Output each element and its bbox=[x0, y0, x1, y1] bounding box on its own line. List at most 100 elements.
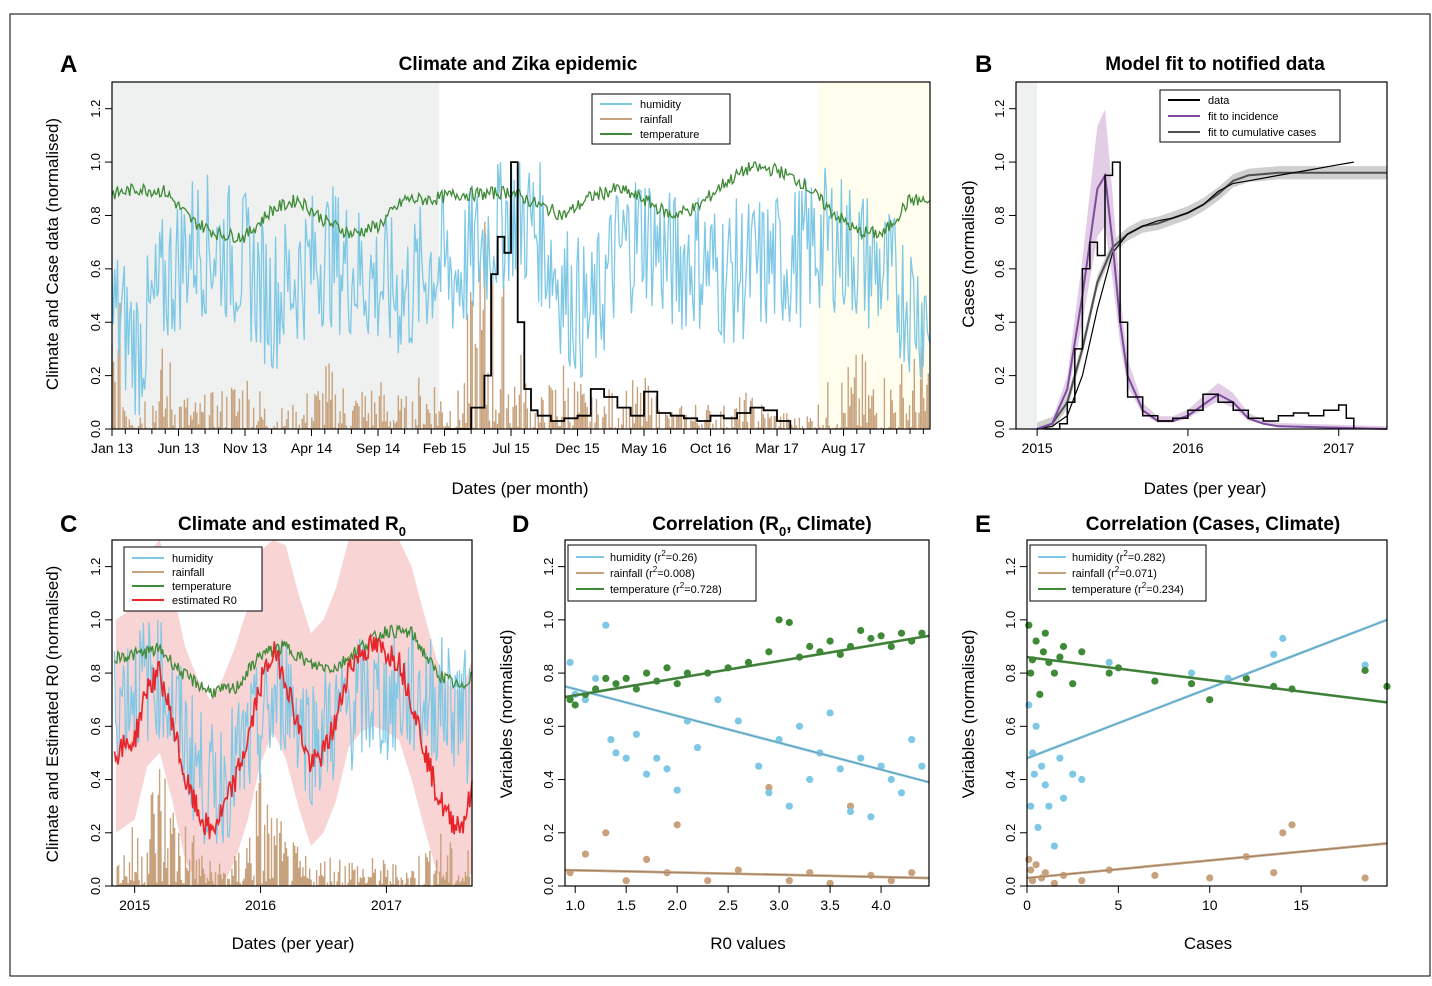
panel-d-point-humidity bbox=[714, 696, 722, 704]
panel-d-point-humidity bbox=[673, 786, 681, 794]
panel-c-xlabel: Dates (per year) bbox=[232, 934, 355, 953]
series-c-temperature bbox=[113, 624, 473, 700]
panel-a-xtick-label: Dec 15 bbox=[555, 440, 600, 456]
panel-d-point-temperature bbox=[673, 680, 681, 688]
legend-d-humidity-prefix: humidity (r bbox=[610, 552, 662, 564]
legend-d-temperature-suffix: =0.728) bbox=[684, 584, 722, 596]
panel-e-point-humidity bbox=[1078, 775, 1086, 784]
panel-e-frame bbox=[1026, 539, 1388, 887]
panel-d-point-temperature bbox=[622, 674, 630, 683]
panel-e-point-rainfall bbox=[1270, 869, 1278, 877]
legend-e-temperature-prefix: temperature (r bbox=[1072, 584, 1142, 596]
panel-d-point-rainfall bbox=[785, 877, 793, 885]
legend-d-rainfall-prefix: rainfall (r bbox=[610, 568, 653, 580]
panel-d-point-rainfall bbox=[622, 877, 630, 885]
panel-e-point-temperature bbox=[1069, 680, 1077, 688]
panel-d-point-temperature bbox=[612, 680, 620, 688]
panel-e-fit-core-humidity bbox=[1026, 619, 1388, 759]
panel-e-ytick-label: 1.2 bbox=[1003, 558, 1018, 576]
panel-e-point-humidity bbox=[1045, 802, 1053, 810]
panel-a-ylabel: Climate and Case data (normalised) bbox=[43, 118, 62, 390]
panel-c-ytick-label: 0.2 bbox=[88, 824, 103, 842]
panel-e-fit-core-rainfall bbox=[1026, 843, 1388, 879]
legend-rainfall: rainfall bbox=[640, 114, 672, 126]
panel-c-ylabel: Climate and Estimated R0 (normalised) bbox=[43, 566, 62, 863]
panel-d-point-humidity bbox=[785, 802, 793, 810]
panel-e-point-rainfall bbox=[1361, 874, 1369, 882]
legend-e-temperature-suffix: =0.234) bbox=[1146, 584, 1184, 596]
legend-c-humidity: humidity bbox=[172, 553, 213, 565]
panel-d-point-humidity bbox=[592, 674, 600, 683]
panel-e-point-humidity bbox=[1270, 650, 1278, 659]
panel-c-frame bbox=[111, 539, 473, 887]
panel-d-point-humidity bbox=[734, 717, 742, 725]
panel-d-point-humidity bbox=[581, 696, 590, 704]
legend-d-humidity-suffix: =0.26) bbox=[666, 552, 698, 564]
legend-e-rainfall-prefix: rainfall (r bbox=[1072, 568, 1115, 580]
panel-d-point-rainfall bbox=[908, 869, 916, 877]
panel-b-title: Model fit to notified data bbox=[1105, 54, 1325, 75]
panel-d-point-rainfall bbox=[826, 879, 834, 887]
panel-c: C Climate and estimated R0 Dates (per ye… bbox=[43, 511, 473, 953]
panel-a-xtick-label: Apr 14 bbox=[291, 440, 332, 456]
panel-a-plot: 0.0 0.2 0.4 0.6 0.8 1.0 1.2 Jan 13 Jun 13 Nov 13 A… bbox=[88, 81, 931, 456]
panel-e-point-rainfall bbox=[1206, 874, 1214, 882]
panel-d-point-humidity bbox=[806, 775, 814, 784]
panel-e-point-rainfall bbox=[1041, 869, 1049, 877]
legend-fit-cumulative: fit to cumulative cases bbox=[1208, 127, 1317, 139]
panel-c-letter: C bbox=[60, 511, 77, 538]
panel-d-point-humidity bbox=[643, 770, 651, 778]
panel-d-ytick-label: 1.2 bbox=[541, 558, 556, 576]
legend-e-rainfall: rainfall (r2=0.071) bbox=[1072, 565, 1157, 580]
panel-e-point-humidity bbox=[1032, 722, 1040, 730]
panel-a-xtick-label: Sep 14 bbox=[356, 440, 401, 456]
panel-a-legend: humidity rainfall temperature bbox=[591, 93, 731, 145]
panel-d-point-humidity bbox=[755, 762, 763, 770]
panel-e-point-temperature bbox=[1025, 621, 1033, 629]
panel-e-point-temperature bbox=[1187, 680, 1196, 688]
panel-d-point-temperature bbox=[632, 685, 641, 693]
panel-d-point-temperature bbox=[867, 634, 875, 643]
panel-c-xtick-label: 2016 bbox=[245, 897, 276, 913]
panel-e-xtick-label: 0 bbox=[1023, 897, 1031, 913]
panel-b-xtick-label: 2015 bbox=[1022, 440, 1053, 456]
panel-d-ytick-label: 1.0 bbox=[541, 611, 556, 629]
panel-e-xtick-label: 10 bbox=[1202, 897, 1218, 913]
panel-e-xtick-label: 15 bbox=[1293, 897, 1309, 913]
legend-c-temperature: temperature bbox=[172, 581, 231, 593]
panel-c-title-sub: 0 bbox=[399, 524, 406, 539]
panel-d-point-humidity bbox=[663, 765, 671, 773]
panel-d-point-humidity bbox=[887, 775, 895, 784]
panel-e-ytick-label: 0.2 bbox=[1003, 824, 1018, 842]
panel-a-xtick-label: Oct 16 bbox=[690, 440, 731, 456]
panel-c-title-main: Climate and estimated R bbox=[178, 514, 399, 535]
panel-d-ytick-label: 0.4 bbox=[541, 770, 556, 788]
panel-e-point-rainfall bbox=[1279, 829, 1287, 837]
panel-e-point-temperature bbox=[1056, 653, 1064, 661]
panel-e-title: Correlation (Cases, Climate) bbox=[1086, 514, 1340, 535]
panel-e-ytick-label: 0.4 bbox=[1003, 770, 1018, 788]
panel-d-title-main: Correlation (R bbox=[652, 514, 779, 535]
panel-b-plot: 0.0 0.2 0.4 0.6 0.8 1.0 1.2 2015 2016 2017 bbox=[992, 81, 1388, 456]
panel-a-xtick-label: Feb 15 bbox=[423, 440, 467, 456]
panel-d-ytick-label: 0.8 bbox=[541, 664, 556, 682]
legend-e-temperature: temperature (r2=0.234) bbox=[1072, 581, 1184, 596]
panel-e-point-humidity bbox=[1059, 794, 1068, 802]
series-c-r0 bbox=[113, 632, 473, 840]
panel-a-letter: A bbox=[60, 51, 77, 78]
panel-d-ytick-label: 0.0 bbox=[541, 877, 556, 895]
panel-e-ytick-label: 0.0 bbox=[1003, 877, 1018, 895]
panel-e-point-rainfall bbox=[1025, 855, 1033, 864]
panel-c-xtick-label: 2015 bbox=[119, 897, 150, 913]
legend-d-temperature-prefix: temperature (r bbox=[610, 584, 680, 596]
panel-d-point-humidity bbox=[632, 730, 641, 738]
panel-d-point-temperature bbox=[765, 648, 773, 656]
panel-e-point-humidity bbox=[1030, 770, 1038, 778]
panel-d: D Correlation (R0, Climate) R0 values Va… bbox=[497, 511, 930, 953]
panel-d-point-temperature bbox=[744, 658, 753, 667]
panel-e: E Correlation (Cases, Climate) Cases Var… bbox=[959, 511, 1391, 953]
panel-d-ytick-label: 0.6 bbox=[541, 717, 556, 735]
panel-e-point-humidity bbox=[1187, 669, 1196, 677]
panel-b-ytick-label: 1.0 bbox=[992, 153, 1007, 171]
